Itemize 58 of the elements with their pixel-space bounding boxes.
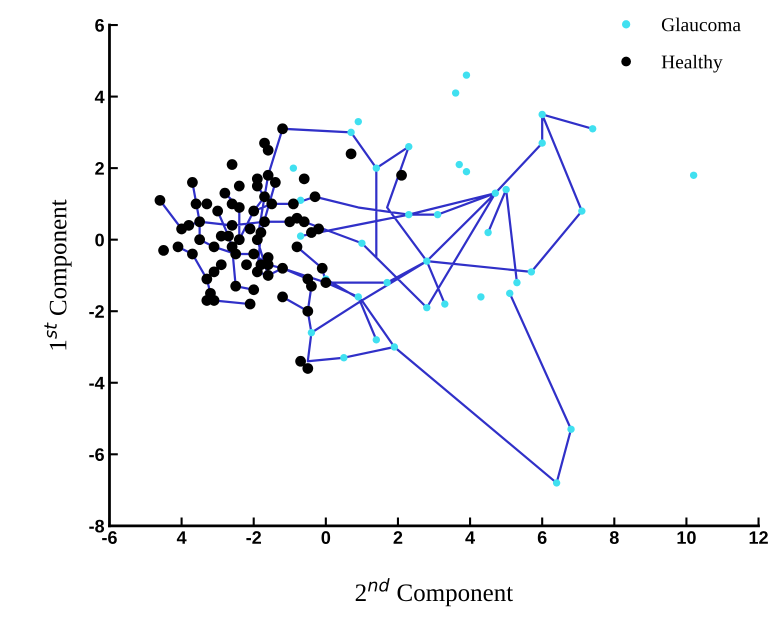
point [423, 304, 430, 312]
point [456, 160, 463, 168]
point [390, 343, 398, 351]
y-tick-label: 2 [95, 162, 104, 175]
point [372, 164, 380, 172]
y-tick-label: 4 [94, 90, 105, 104]
x-axis-title: 2$^{nd}$ Component [356, 578, 514, 606]
point [538, 139, 546, 147]
point [383, 278, 391, 286]
point [441, 300, 448, 308]
point [538, 110, 546, 118]
point [290, 164, 298, 172]
point [462, 168, 470, 176]
point [484, 228, 492, 236]
y-tick-label: 0 [95, 234, 104, 246]
point [477, 293, 485, 301]
x-tick-label: 4 [176, 531, 187, 544]
point [578, 207, 586, 215]
point [528, 268, 536, 276]
point [296, 196, 304, 204]
point [434, 210, 442, 218]
point [354, 118, 362, 126]
x-tick-label: 4 [465, 531, 475, 544]
point [405, 142, 412, 150]
point [452, 89, 460, 97]
point [296, 232, 304, 240]
x-tick-label: 2 [394, 531, 402, 544]
point [347, 128, 355, 136]
point [690, 172, 698, 179]
point [506, 290, 514, 297]
point [340, 354, 348, 362]
x-tick-label: -2 [246, 531, 262, 544]
point [462, 71, 470, 79]
point [513, 278, 521, 286]
point [567, 426, 575, 433]
point [372, 336, 380, 344]
legend-label: Glaucoma [662, 18, 741, 32]
point [588, 125, 596, 132]
x-tick-label: 12 [750, 531, 768, 544]
x-tick-label: 8 [610, 531, 619, 544]
point [552, 479, 560, 487]
y-tick-label: -6 [89, 448, 104, 462]
legend-label: Healthy [662, 54, 723, 73]
x-tick-label: 0 [322, 531, 330, 544]
point [354, 293, 362, 301]
y-axis-title: 1$^{st}$ Component [44, 200, 72, 350]
point [358, 240, 366, 247]
x-tick-label: 10 [678, 531, 696, 544]
point [423, 257, 430, 265]
point [405, 210, 412, 218]
y-tick-label: -2 [89, 305, 104, 318]
point [502, 186, 510, 194]
point [308, 329, 316, 336]
y-tick-label: -8 [89, 520, 104, 533]
y-tick-label: -4 [89, 376, 105, 390]
x-tick-label: 6 [538, 531, 547, 544]
point [492, 189, 499, 197]
y-tick-label: 6 [95, 18, 104, 32]
